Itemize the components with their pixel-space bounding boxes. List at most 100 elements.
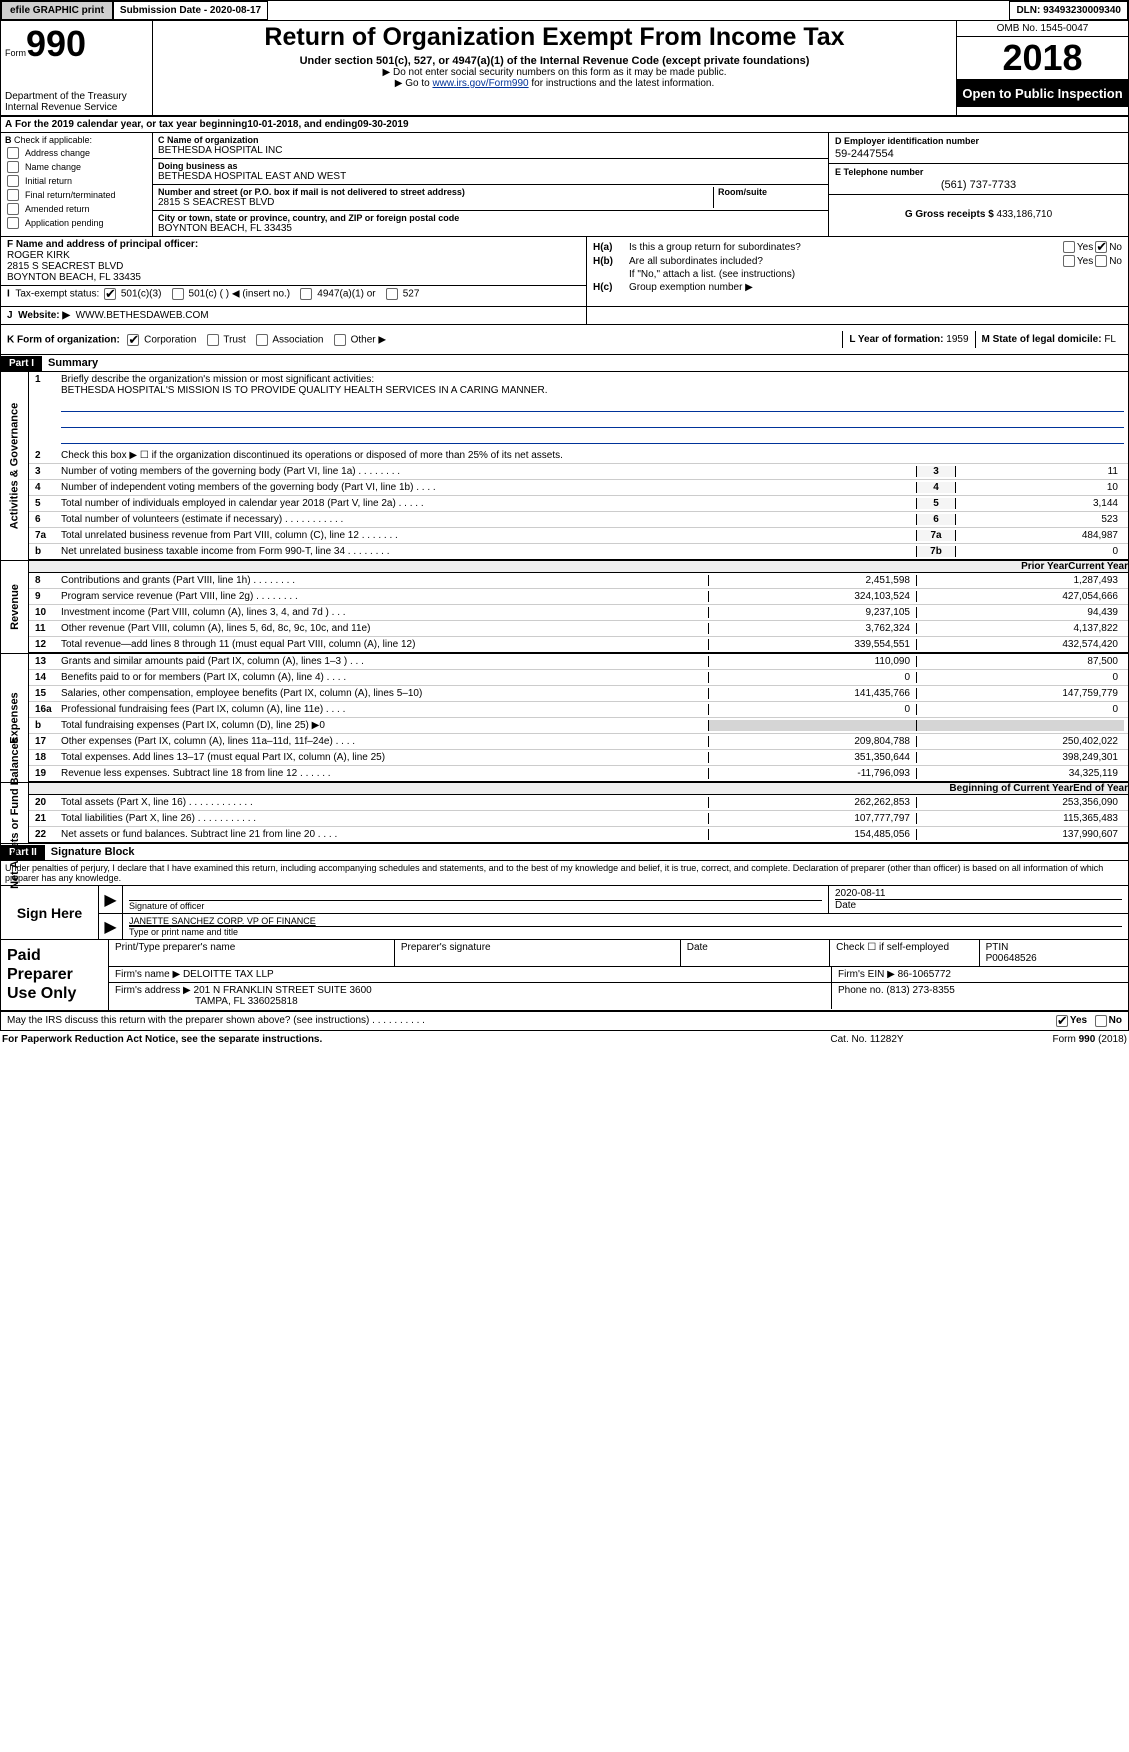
exp-body: 13 Grants and similar amounts paid (Part… <box>29 654 1128 782</box>
form-990-number: 990 <box>26 23 86 64</box>
footer-left: For Paperwork Reduction Act Notice, see … <box>2 1034 767 1045</box>
f-addr1: 2815 S SEACREST BLVD <box>7 261 580 272</box>
chk-init-lbl: Initial return <box>25 176 72 186</box>
tax-year: 2018 <box>957 37 1128 80</box>
net-body: Beginning of Current Year End of Year 20… <box>29 783 1128 843</box>
hb-yes[interactable] <box>1063 255 1075 267</box>
k-corp[interactable] <box>127 334 139 346</box>
l-lbl: L Year of formation: <box>849 334 946 345</box>
row-a-tax-year: A For the 2019 calendar year, or tax yea… <box>0 117 1129 133</box>
sign-body: ▶ Signature of officer 2020-08-11 Date ▶… <box>99 886 1128 939</box>
side-revenue: Revenue <box>1 561 29 653</box>
chk-application-pending[interactable]: Application pending <box>5 217 148 229</box>
row-i-tax-exempt: I Tax-exempt status: 501(c)(3) 501(c) ( … <box>1 285 586 302</box>
hb-no[interactable] <box>1095 255 1107 267</box>
k-corp-lbl: Corporation <box>144 334 196 345</box>
box-org-name: C Name of organization BETHESDA HOSPITAL… <box>153 133 828 159</box>
end-year-hdr: End of Year <box>1073 783 1128 794</box>
k-assoc[interactable] <box>256 334 268 346</box>
row-txt: Contributions and grants (Part VIII, lin… <box>61 575 708 586</box>
row-txt: Number of independent voting members of … <box>61 482 916 493</box>
paid-preparer-block: Paid Preparer Use Only Print/Type prepar… <box>0 940 1129 1011</box>
hb-txt: Are all subordinates included? <box>629 256 1061 267</box>
row-txt: Total assets (Part X, line 16) . . . . .… <box>61 797 708 808</box>
row-prior: 2,451,598 <box>708 575 916 586</box>
k-other-lbl: Other ▶ <box>351 334 386 345</box>
ptin-lbl: PTIN <box>986 942 1009 953</box>
sign-officer-cell: Signature of officer <box>123 886 828 913</box>
col-h: H(a) Is this a group return for subordin… <box>587 237 1128 306</box>
gov-line-1: 1 Briefly describe the organization's mi… <box>29 372 1128 448</box>
chk-527[interactable] <box>386 288 398 300</box>
l-val: 1959 <box>946 334 968 345</box>
chk-501c3[interactable] <box>104 288 116 300</box>
k-trust[interactable] <box>207 334 219 346</box>
row-k: K Form of organization: Corporation Trus… <box>0 325 1129 355</box>
firm-ein-val: 86-1065772 <box>898 969 951 980</box>
data-row: b Total fundraising expenses (Part IX, c… <box>29 718 1128 734</box>
sig-lbl: Signature of officer <box>129 900 822 911</box>
discuss-yes[interactable] <box>1056 1015 1068 1027</box>
ptin-val: P00648526 <box>986 953 1037 964</box>
data-row: 9 Program service revenue (Part VIII, li… <box>29 589 1128 605</box>
col-d-ein-etc: D Employer identification number 59-2447… <box>828 133 1128 236</box>
gov-2-num: 2 <box>33 450 61 461</box>
row-a-text: For the 2019 calendar year, or tax year … <box>15 119 247 130</box>
chk-amended-return[interactable]: Amended return <box>5 203 148 215</box>
row-txt: Net assets or fund balances. Subtract li… <box>61 829 708 840</box>
row-prior: 324,103,524 <box>708 591 916 602</box>
prep-h2: Preparer's signature <box>395 940 681 966</box>
row-num: 17 <box>33 736 61 747</box>
irs-link[interactable]: www.irs.gov/Form990 <box>432 78 528 89</box>
part2-hdr: Part II <box>1 845 45 860</box>
row-num: 16a <box>33 704 61 715</box>
dba-val: BETHESDA HOSPITAL EAST AND WEST <box>158 171 823 182</box>
row-num: 19 <box>33 768 61 779</box>
submission-date-field: Submission Date - 2020-08-17 <box>113 1 268 20</box>
c-name: BETHESDA HOSPITAL INC <box>158 145 823 156</box>
col-m: M State of legal domicile: FL <box>975 331 1122 348</box>
row-val: 0 <box>956 546 1124 557</box>
row-current: 147,759,779 <box>916 688 1124 699</box>
row-num: 7a <box>33 530 61 541</box>
row-num: 22 <box>33 829 61 840</box>
data-row: 18 Total expenses. Add lines 13–17 (must… <box>29 750 1128 766</box>
ha-yes[interactable] <box>1063 241 1075 253</box>
row-num: 4 <box>33 482 61 493</box>
data-row: 15 Salaries, other compensation, employe… <box>29 686 1128 702</box>
prior-year-hdr: Prior Year <box>1021 561 1068 572</box>
firm-phone-cell: Phone no. (813) 273-8355 <box>832 983 1128 1009</box>
form-header: Form990 Department of the Treasury Inter… <box>0 21 1129 117</box>
chk-address-change[interactable]: Address change <box>5 147 148 159</box>
col-l: L Year of formation: 1959 <box>842 331 974 348</box>
row-prior <box>708 720 916 731</box>
chk-initial-return[interactable]: Initial return <box>5 175 148 187</box>
side-governance: Activities & Governance <box>1 372 29 560</box>
efile-button[interactable]: efile GRAPHIC print <box>1 1 113 20</box>
side-gov-label: Activities & Governance <box>9 403 21 530</box>
row-num: 20 <box>33 797 61 808</box>
chk-4947[interactable] <box>300 288 312 300</box>
data-row: 20 Total assets (Part X, line 16) . . . … <box>29 795 1128 811</box>
m-val: FL <box>1104 334 1116 345</box>
dln-field: DLN: 93493230009340 <box>1009 1 1128 20</box>
row-prior: 154,485,056 <box>708 829 916 840</box>
side-exp-label: Expenses <box>9 692 21 743</box>
dln-label: DLN: <box>1016 5 1043 16</box>
col-f-officer: F Name and address of principal officer:… <box>1 237 587 306</box>
row-linecode: 5 <box>916 498 956 509</box>
dln-value: 93493230009340 <box>1043 5 1121 16</box>
chk-name-change[interactable]: Name change <box>5 161 148 173</box>
discuss-no[interactable] <box>1095 1015 1107 1027</box>
chk-final-return[interactable]: Final return/terminated <box>5 189 148 201</box>
row-current: 94,439 <box>916 607 1124 618</box>
prep-row-3: Firm's address ▶ 201 N FRANKLIN STREET S… <box>109 983 1128 1009</box>
k-other[interactable] <box>334 334 346 346</box>
chk-501c[interactable] <box>172 288 184 300</box>
ha-no[interactable] <box>1095 241 1107 253</box>
row-current: 253,356,090 <box>916 797 1124 808</box>
footer-right: Form 990 (2018) <box>967 1034 1127 1045</box>
hc-lbl: H(c) <box>593 282 629 293</box>
sign-here-label: Sign Here <box>1 886 99 939</box>
twocol-header-2: Beginning of Current Year End of Year <box>29 783 1128 795</box>
